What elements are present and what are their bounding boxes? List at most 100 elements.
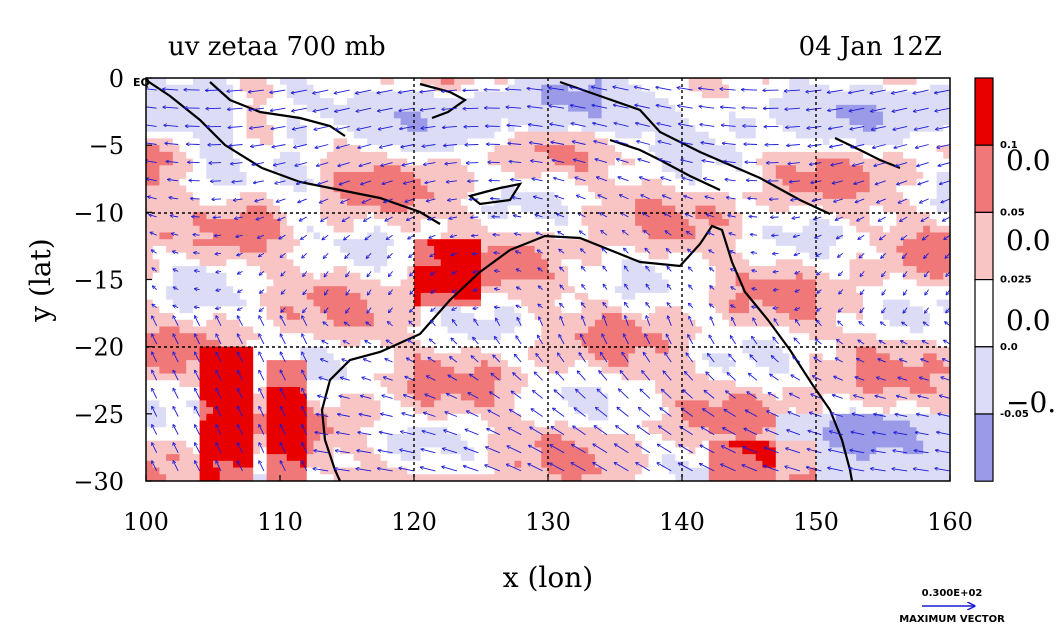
wind-vector: [229, 126, 243, 127]
wind-vector: [549, 88, 565, 91]
wind-vector: [399, 89, 415, 92]
wind-vector: [377, 89, 393, 93]
wind-vector: [495, 271, 500, 272]
wind-vector: [361, 396, 372, 399]
wind-vector: [294, 144, 307, 148]
wind-vector: [849, 89, 865, 93]
wind-vector: [389, 307, 393, 313]
wind-vector: [877, 198, 886, 203]
wind-vector: [448, 375, 458, 381]
wind-vector: [516, 251, 522, 253]
wind-vector: [259, 334, 265, 345]
wind-vector: [281, 425, 286, 435]
wind-vector: [550, 124, 565, 127]
wind-vector: [774, 319, 779, 327]
wind-vector: [817, 289, 822, 293]
wind-vector: [944, 234, 950, 239]
wind-vector: [730, 251, 736, 253]
wind-vector: [365, 341, 372, 345]
wind-vector: [336, 451, 350, 454]
wind-vector: [442, 467, 458, 472]
colorbar-segment: [974, 211, 994, 281]
wind-vector: [385, 216, 393, 221]
wind-vector: [806, 89, 822, 92]
wind-vector: [428, 358, 436, 363]
wind-vector: [388, 252, 393, 257]
wind-vector: [228, 108, 243, 109]
colorbar-level-label: 0.1: [1000, 140, 1018, 151]
wind-vector: [148, 197, 157, 200]
wind-vector: [882, 271, 887, 276]
colorbar-side-label: −0.: [1006, 386, 1056, 419]
wind-vector: [367, 271, 372, 276]
wind-vector: [880, 234, 886, 239]
wind-vector: [473, 271, 479, 272]
wind-vector: [495, 289, 500, 290]
wind-vector: [618, 177, 629, 182]
wind-vector: [238, 290, 243, 292]
wind-vector: [935, 107, 950, 111]
wind-vector: [732, 318, 737, 326]
wind-vector: [511, 180, 522, 181]
wind-vector: [146, 106, 157, 109]
wind-vector: [837, 340, 844, 345]
wind-vector: [173, 316, 179, 327]
wind-vector: [270, 89, 286, 92]
wind-vector: [795, 308, 801, 310]
wind-vector: [195, 316, 201, 327]
wind-vector: [706, 372, 715, 381]
wind-vector: [830, 144, 843, 148]
wind-vector: [772, 356, 779, 363]
wind-vector: [493, 355, 501, 363]
wind-vector: [728, 215, 736, 217]
wind-vector: [485, 465, 500, 472]
wind-vector: [667, 303, 672, 308]
wind-vector: [851, 144, 865, 148]
wind-vector: [944, 341, 950, 345]
wind-vector: [249, 89, 264, 92]
wind-vector: [215, 235, 222, 236]
wind-vector: [335, 469, 350, 472]
wind-vector: [302, 316, 308, 327]
wind-vector: [509, 428, 522, 436]
wind-vector: [551, 142, 565, 145]
wind-vector: [687, 232, 693, 236]
wind-vector: [617, 408, 629, 417]
wind-vector: [273, 144, 286, 148]
wind-vector: [254, 180, 264, 183]
wind-vector: [839, 289, 844, 294]
wind-vector: [259, 252, 265, 256]
wind-vector: [686, 353, 694, 363]
wind-vector: [894, 144, 908, 148]
wind-vector: [302, 443, 308, 453]
wind-vector: [720, 89, 736, 90]
wind-vector: [445, 412, 458, 417]
wind-vector: [238, 407, 243, 417]
wind-vector: [833, 395, 843, 399]
wind-vector: [281, 252, 286, 257]
wind-vector: [578, 213, 586, 218]
wind-vector: [473, 338, 479, 345]
wind-vector: [814, 216, 822, 219]
wind-vector: [816, 252, 822, 256]
wind-vector: [408, 340, 415, 345]
wind-vector: [813, 376, 822, 381]
wind-vector: [872, 125, 886, 129]
wind-vector: [580, 231, 586, 236]
wind-vector: [363, 198, 372, 203]
wind-vector: [211, 181, 222, 182]
wind-vector: [378, 468, 393, 472]
wind-vector: [425, 180, 436, 183]
wind-vector: [850, 450, 865, 454]
wind-vectors: [146, 87, 950, 472]
wind-vector: [346, 307, 351, 313]
wind-vector: [602, 334, 608, 345]
wind-vector: [335, 107, 350, 111]
wind-vector: [635, 87, 650, 91]
wind-vector: [901, 234, 908, 239]
wind-vector: [427, 376, 436, 381]
wind-vector: [447, 394, 458, 399]
wind-vector: [168, 180, 179, 181]
wind-vector: [790, 394, 801, 399]
wind-vector: [702, 427, 715, 436]
